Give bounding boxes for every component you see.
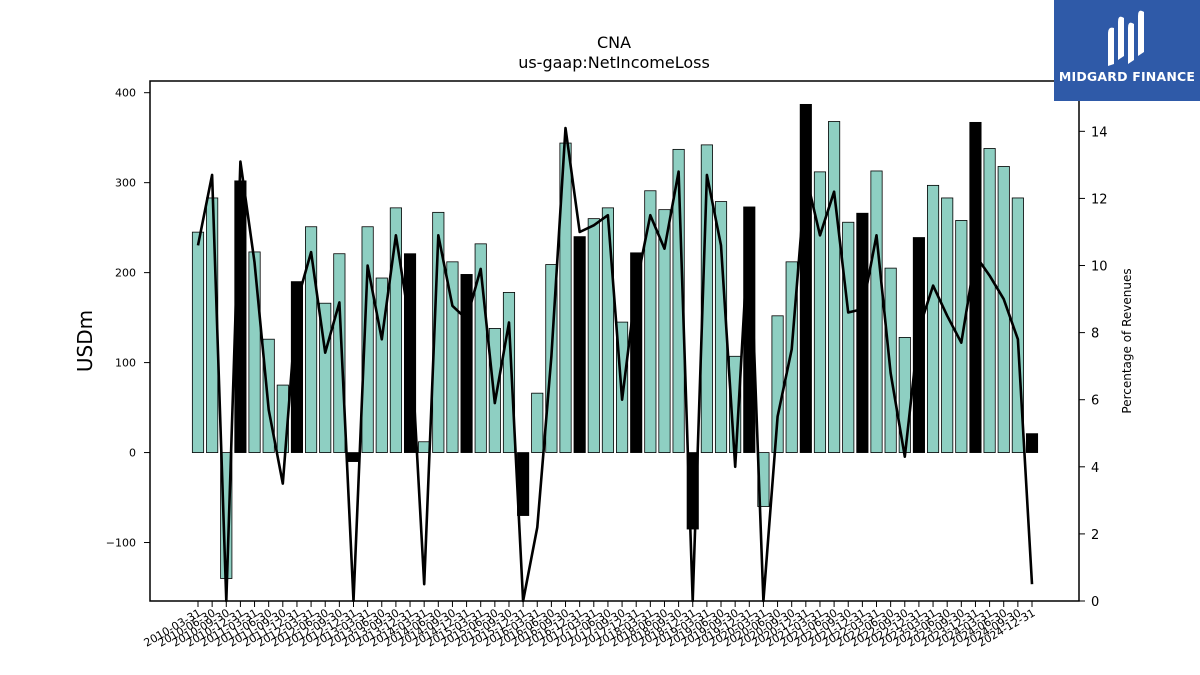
bar-2018-12-31 xyxy=(686,452,699,530)
bar-2018-09-30 xyxy=(672,148,685,453)
logo-text: MIDGARD FINANCE xyxy=(1058,69,1196,84)
bar-2010-03-31 xyxy=(191,231,205,453)
y-tick-label: 0 xyxy=(129,447,136,460)
percent-of-revenues-line xyxy=(196,126,1034,603)
y2-tick-label: 0 xyxy=(1091,595,1099,610)
bar-2022-06-30 xyxy=(884,267,897,453)
bar-2022-03-31 xyxy=(870,170,883,453)
y2-tick-label: 10 xyxy=(1091,260,1108,275)
bar-2011-03-31 xyxy=(248,251,261,453)
chart-subtitle: us-gaap:NetIncomeLoss xyxy=(518,53,710,72)
bar-2014-12-31 xyxy=(460,274,473,453)
midgard-logo-icon xyxy=(1108,10,1144,67)
bar-2015-09-30 xyxy=(502,292,516,453)
bar-2016-12-31 xyxy=(573,236,586,453)
bar-2017-06-30 xyxy=(601,207,614,453)
bar-2013-12-31 xyxy=(403,253,417,453)
bar-2013-09-30 xyxy=(389,207,402,453)
bar-2022-12-31 xyxy=(912,237,925,453)
y-tick-label: 100 xyxy=(115,357,136,370)
bar-2016-03-31 xyxy=(531,392,544,453)
bar-2020-09-30 xyxy=(785,261,798,453)
chart-title: CNA xyxy=(597,33,631,52)
bar-2021-09-30 xyxy=(842,221,855,453)
bar-2024-06-30 xyxy=(997,166,1010,453)
y2-tick-label: 4 xyxy=(1091,461,1099,476)
bar-2018-06-30 xyxy=(658,209,671,453)
midgard-finance-logo: MIDGARD FINANCE xyxy=(1054,0,1200,101)
bar-2023-03-31 xyxy=(926,184,940,453)
y-tick-label: 200 xyxy=(115,267,136,280)
bar-2015-06-30 xyxy=(488,328,501,453)
bar-2020-12-31 xyxy=(799,103,812,453)
y2-tick-label: 6 xyxy=(1091,394,1099,409)
bar-2024-03-31 xyxy=(983,148,996,453)
bar-2013-03-31 xyxy=(361,226,374,453)
bar-2012-09-30 xyxy=(333,253,346,453)
bar-2024-12-31 xyxy=(1025,433,1039,453)
bar-2014-06-30 xyxy=(432,211,445,453)
bar-2021-03-31 xyxy=(813,171,827,453)
bar-2017-03-31 xyxy=(587,218,600,453)
plot-frame xyxy=(149,80,1080,602)
bar-2021-12-31 xyxy=(856,212,869,453)
bar-2014-03-31 xyxy=(418,441,431,453)
bar-2013-06-30 xyxy=(375,277,388,453)
bar-2014-09-30 xyxy=(446,261,459,453)
y2-tick-label: 12 xyxy=(1091,192,1108,207)
y2-axis-label: Percentage of Revenues xyxy=(1120,268,1134,413)
y2-tick-label: 14 xyxy=(1091,125,1108,140)
bar-2011-06-30 xyxy=(262,338,275,453)
bar-2018-03-31 xyxy=(644,190,657,453)
y-tick-label: 400 xyxy=(115,87,136,100)
y-tick-label: −100 xyxy=(106,537,136,550)
bar-2019-03-31 xyxy=(700,144,713,453)
bar-2017-12-31 xyxy=(630,252,643,453)
y-axis-label: USDm xyxy=(73,310,97,372)
bar-2015-03-31 xyxy=(474,243,487,453)
y2-tick-label: 2 xyxy=(1091,528,1099,543)
bar-2012-12-31 xyxy=(347,452,360,462)
y-tick-label: 300 xyxy=(115,177,136,190)
bar-2012-03-31 xyxy=(305,226,318,453)
y2-tick-label: 8 xyxy=(1091,327,1099,342)
bar-2021-06-30 xyxy=(828,121,841,453)
bar-2012-06-30 xyxy=(319,302,332,453)
